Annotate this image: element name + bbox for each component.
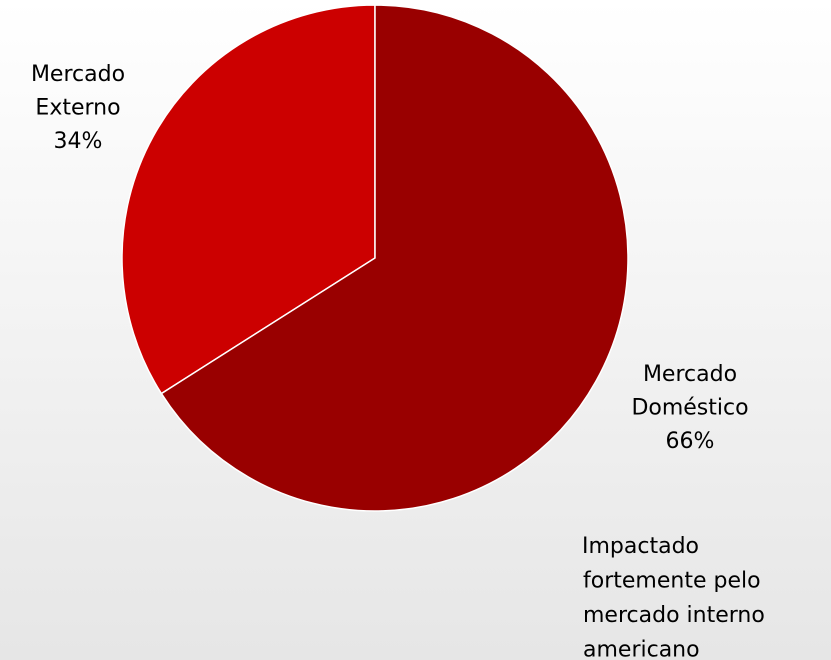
annotation: Impactado: [582, 534, 699, 559]
pie-slice: [160, 4, 629, 512]
value-label: 66%: [666, 429, 715, 454]
annotation: fortemente pelo: [583, 569, 761, 594]
value-label: 34%: [54, 129, 103, 154]
annotation: mercado interno: [583, 603, 765, 628]
slice-label: Mercado Externo 34%: [31, 62, 125, 154]
category-name: Mercado Externo: [31, 62, 125, 121]
annotation: americano: [583, 638, 700, 660]
slice-label: Mercado Doméstico 66%: [631, 362, 748, 454]
category-name: Mercado Doméstico: [631, 362, 748, 421]
pie-slice: [121, 4, 376, 395]
